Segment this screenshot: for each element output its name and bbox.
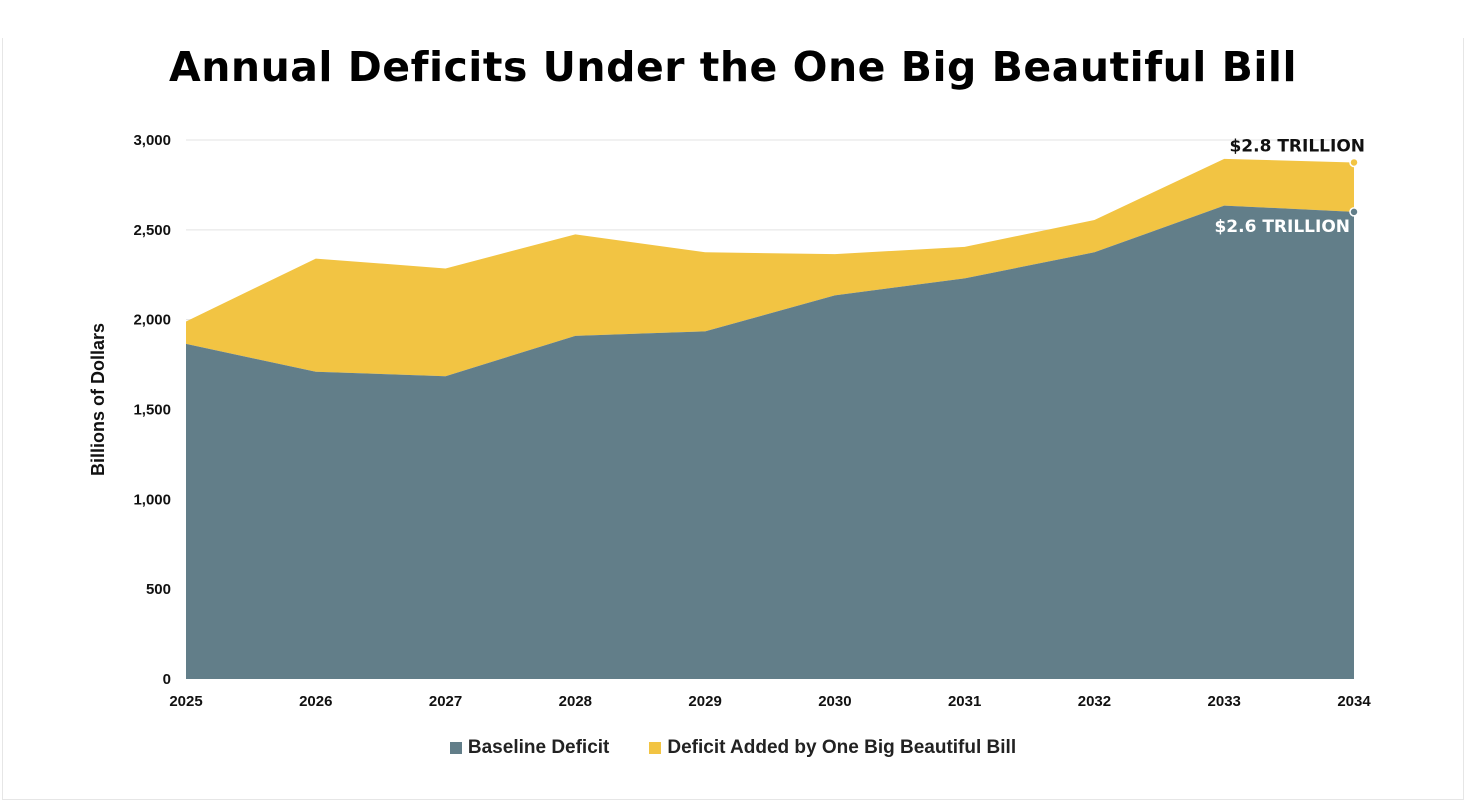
area-baseline-deficit bbox=[186, 205, 1354, 679]
legend-swatch-added bbox=[649, 742, 662, 754]
annotation-marker-baseline bbox=[1349, 207, 1359, 217]
annotation-baseline-deficit: $2.6 TRILLION bbox=[1214, 217, 1350, 237]
legend-label-baseline: Baseline Deficit bbox=[467, 737, 610, 758]
y-tick-label-2500: 2,500 bbox=[133, 222, 171, 239]
x-tick-label-2033: 2033 bbox=[1208, 693, 1241, 710]
y-tick-label-1000: 1,000 bbox=[133, 491, 171, 508]
legend-swatch-baseline bbox=[449, 742, 462, 754]
legend-label-added: Deficit Added by One Big Beautiful Bill bbox=[667, 737, 1017, 758]
x-tick-label-2027: 2027 bbox=[429, 693, 462, 710]
x-tick-label-2025: 2025 bbox=[169, 693, 202, 710]
annotation-marker-total bbox=[1349, 157, 1359, 168]
legend: Baseline Deficit Deficit Added by One Bi… bbox=[0, 737, 1466, 759]
x-tick-label-2028: 2028 bbox=[559, 693, 592, 710]
x-tick-label-2029: 2029 bbox=[688, 693, 721, 710]
x-tick-label-2026: 2026 bbox=[299, 693, 332, 710]
area-deficit-added bbox=[186, 158, 1354, 377]
x-tick-label-2032: 2032 bbox=[1078, 693, 1111, 710]
y-tick-label-0: 0 bbox=[163, 671, 171, 688]
y-tick-label-500: 500 bbox=[146, 581, 171, 598]
legend-item-baseline: Baseline Deficit bbox=[449, 737, 610, 759]
x-tick-label-2030: 2030 bbox=[818, 693, 851, 710]
legend-item-added: Deficit Added by One Big Beautiful Bill bbox=[649, 737, 1016, 759]
y-tick-label-1500: 1,500 bbox=[133, 402, 171, 419]
y-tick-label-3000: 3,000 bbox=[133, 132, 171, 149]
x-tick-label-2034: 2034 bbox=[1337, 693, 1371, 710]
chart-title: Annual Deficits Under the One Big Beauti… bbox=[168, 43, 1298, 91]
chart-frame bbox=[2, 38, 1464, 800]
y-axis-label: Billions of Dollars bbox=[88, 323, 108, 476]
y-tick-label-2000: 2,000 bbox=[133, 312, 171, 329]
annotation-total-deficit: $2.8 TRILLION bbox=[1229, 136, 1365, 156]
x-tick-label-2031: 2031 bbox=[948, 693, 981, 710]
